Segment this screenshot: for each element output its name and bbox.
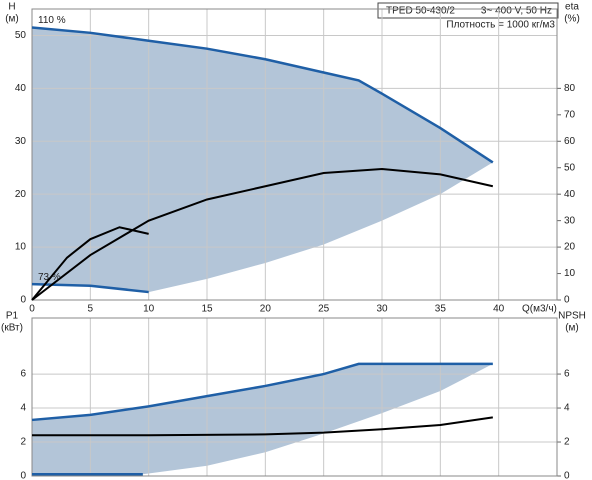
x-tick-label: 0	[29, 304, 35, 315]
y2-tick-label: 10	[564, 268, 576, 279]
axis-label: (м)	[5, 14, 19, 25]
axis-label: Q(м3/ч)	[522, 304, 557, 315]
title-box	[377, 2, 559, 19]
y2-tick-label: 60	[564, 136, 576, 147]
x-tick-label: 20	[260, 304, 272, 315]
y-tick-label: 0	[20, 295, 26, 306]
y2-tick-label: 0	[564, 471, 570, 480]
axis-label: H	[8, 2, 15, 13]
y-tick-label: 10	[15, 242, 27, 253]
y2-tick-label: 0	[564, 295, 570, 306]
y-tick-label: 0	[20, 471, 26, 480]
curve	[32, 416, 493, 437]
x-tick-label: 15	[201, 304, 213, 315]
plot-frame	[31, 317, 558, 477]
y2-tick-label: 80	[564, 83, 576, 94]
y2-tick-label: 20	[564, 242, 576, 253]
x-tick-label: 5	[88, 304, 94, 315]
y-tick-label: 6	[20, 369, 26, 380]
chart-title: TPED 50-430/2	[386, 6, 455, 17]
y2-tick-label: 4	[564, 403, 570, 414]
plot-frame	[31, 8, 558, 301]
axis-label: (%)	[564, 14, 580, 25]
x-tick-label: 25	[318, 304, 330, 315]
y-tick-label: 50	[15, 30, 27, 41]
curve	[31, 362, 493, 422]
y-tick-label: 2	[20, 437, 26, 448]
y2-tick-label: 40	[564, 189, 576, 200]
y2-tick-label: 6	[564, 369, 570, 380]
axis-label: (кВт)	[1, 323, 23, 334]
y2-tick-label: 2	[564, 437, 570, 448]
y2-tick-label: 30	[564, 215, 576, 226]
operating-range	[32, 363, 493, 475]
curve	[31, 226, 149, 301]
y2-tick-label: 50	[564, 162, 576, 173]
axis-label: eta	[565, 2, 579, 13]
x-tick-label: 35	[435, 304, 447, 315]
axis-label: NPSH	[558, 311, 586, 322]
chart-subtitle: 3~ 400 V, 50 Hz	[481, 6, 552, 17]
axis-label: P1	[6, 311, 19, 322]
y2-tick-label: 70	[564, 109, 576, 120]
y-tick-label: 4	[20, 403, 26, 414]
x-tick-label: 10	[143, 304, 155, 315]
y-tick-label: 30	[15, 136, 27, 147]
x-tick-label: 30	[376, 304, 388, 315]
curve	[31, 168, 494, 301]
y-tick-label: 20	[15, 189, 27, 200]
x-tick-label: 40	[493, 304, 505, 315]
curve	[31, 26, 494, 164]
curve-label: 110 %	[38, 15, 66, 26]
operating-range	[32, 27, 493, 293]
curve-label: 73 %	[38, 272, 61, 283]
y-tick-label: 40	[15, 83, 27, 94]
axis-label: (м)	[565, 323, 579, 334]
annotation: Плотность = 1000 кг/м3	[446, 20, 555, 31]
